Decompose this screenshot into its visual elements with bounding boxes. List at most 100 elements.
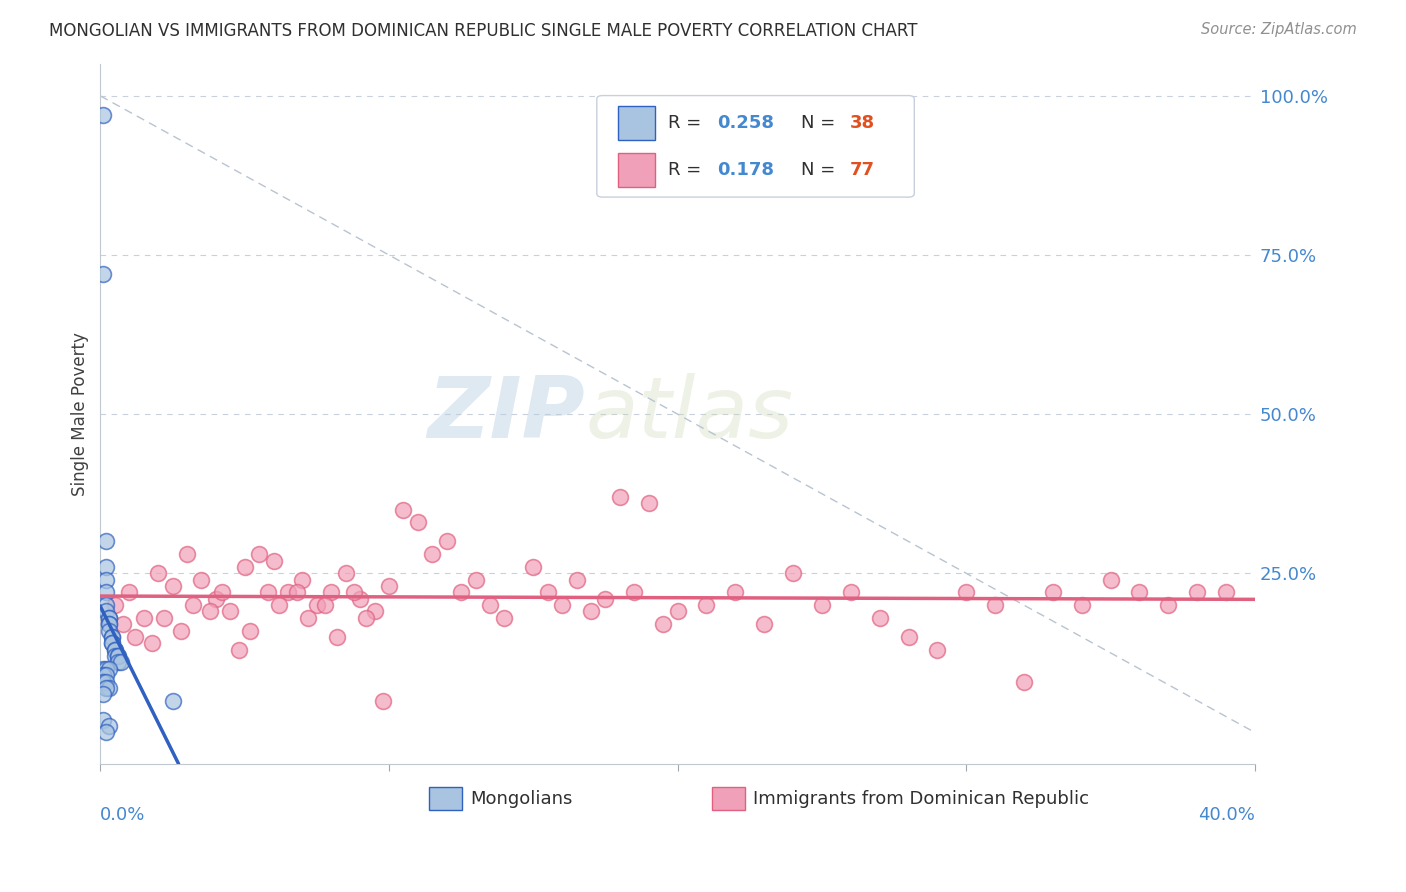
Point <box>98 681 121 695</box>
Text: 0.258: 0.258 <box>717 113 773 132</box>
Point <box>464 573 486 587</box>
Point <box>363 605 385 619</box>
Point <box>754 617 776 632</box>
Point <box>595 591 617 606</box>
Point <box>101 630 124 644</box>
Point <box>291 573 314 587</box>
Bar <box>429 788 461 810</box>
Point <box>219 605 242 619</box>
Point <box>652 617 675 632</box>
Point <box>107 656 129 670</box>
Point <box>101 630 124 644</box>
Point <box>204 591 226 606</box>
Point <box>436 534 458 549</box>
Bar <box>617 106 655 139</box>
Text: Immigrants from Dominican Republic: Immigrants from Dominican Republic <box>752 789 1088 807</box>
Point <box>321 585 343 599</box>
Point <box>269 598 291 612</box>
Point <box>98 617 121 632</box>
Point <box>132 611 155 625</box>
Point <box>955 585 977 599</box>
Point <box>190 573 212 587</box>
Point <box>94 662 117 676</box>
Point <box>91 668 114 682</box>
Point <box>406 516 429 530</box>
Point <box>326 630 349 644</box>
Point <box>198 605 221 619</box>
Point <box>839 585 862 599</box>
Text: Mongolians: Mongolians <box>470 789 572 807</box>
Text: atlas: atlas <box>585 373 793 456</box>
Point <box>263 553 285 567</box>
Point <box>94 534 117 549</box>
Point <box>666 605 689 619</box>
Point <box>1185 585 1208 599</box>
Point <box>228 642 250 657</box>
Text: N =: N = <box>801 113 841 132</box>
Point <box>91 674 114 689</box>
Text: 77: 77 <box>849 161 875 179</box>
Point <box>94 681 117 695</box>
Point <box>104 642 127 657</box>
Point <box>724 585 747 599</box>
Text: R =: R = <box>668 113 707 132</box>
Point <box>1012 674 1035 689</box>
Point <box>927 642 949 657</box>
Point <box>94 725 117 739</box>
Bar <box>617 153 655 186</box>
Text: R =: R = <box>668 161 707 179</box>
Point <box>162 693 184 707</box>
Point <box>98 611 121 625</box>
Point <box>118 585 141 599</box>
Point <box>98 662 121 676</box>
Y-axis label: Single Male Poverty: Single Male Poverty <box>72 332 89 496</box>
Bar <box>713 788 745 810</box>
Point <box>695 598 717 612</box>
Point <box>153 611 176 625</box>
Point <box>91 662 114 676</box>
Point <box>110 656 132 670</box>
Point <box>98 617 121 632</box>
Point <box>98 611 121 625</box>
Point <box>479 598 502 612</box>
Point <box>609 490 631 504</box>
Text: 40.0%: 40.0% <box>1198 806 1256 824</box>
Point <box>1042 585 1064 599</box>
Point <box>94 573 117 587</box>
Point <box>378 579 401 593</box>
Point <box>98 624 121 638</box>
Point <box>565 573 588 587</box>
Point <box>522 560 544 574</box>
Point <box>247 547 270 561</box>
Point <box>94 605 117 619</box>
Text: 0.178: 0.178 <box>717 161 773 179</box>
Point <box>897 630 920 644</box>
Point <box>94 674 117 689</box>
Point <box>104 648 127 663</box>
Text: 0.0%: 0.0% <box>100 806 146 824</box>
Point <box>349 591 371 606</box>
Point <box>146 566 169 581</box>
Point <box>420 547 443 561</box>
Point <box>373 693 395 707</box>
Point <box>314 598 336 612</box>
Point <box>1128 585 1150 599</box>
Point <box>335 566 357 581</box>
Point <box>233 560 256 574</box>
Point <box>170 624 193 638</box>
Point <box>637 496 659 510</box>
Point <box>141 636 163 650</box>
Text: N =: N = <box>801 161 841 179</box>
Point <box>285 585 308 599</box>
Point <box>551 598 574 612</box>
Point <box>104 642 127 657</box>
Point <box>1070 598 1092 612</box>
Point <box>782 566 804 581</box>
Point <box>623 585 645 599</box>
Point <box>1099 573 1122 587</box>
FancyBboxPatch shape <box>596 95 914 197</box>
Point <box>256 585 278 599</box>
Point <box>94 668 117 682</box>
Point <box>104 598 127 612</box>
Point <box>91 267 114 281</box>
